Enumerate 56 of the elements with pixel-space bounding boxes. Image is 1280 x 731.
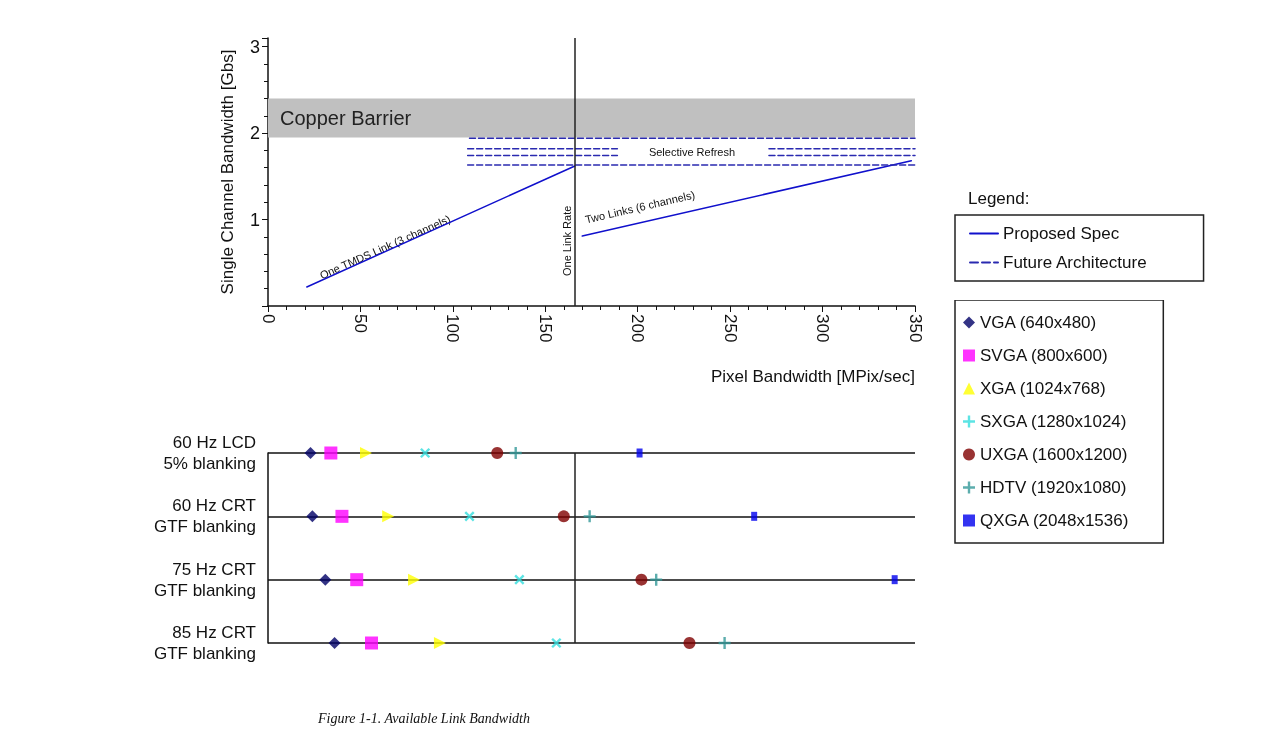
point xyxy=(891,575,898,585)
point xyxy=(650,573,663,586)
y-tick-label: 3 xyxy=(249,36,260,57)
y-tick-label: 60 Hz CRT GTF blanking xyxy=(153,496,256,537)
legend-label: SXGA (1280x1024) xyxy=(980,412,1127,431)
x-tick-label: 100 xyxy=(443,314,463,343)
point xyxy=(335,509,349,523)
point xyxy=(304,447,317,459)
point xyxy=(382,510,395,523)
point xyxy=(324,446,338,460)
x-tick-label: 150 xyxy=(535,314,555,343)
point xyxy=(306,510,319,523)
point xyxy=(718,637,731,649)
x-tick-label: 200 xyxy=(628,314,648,343)
point xyxy=(408,573,421,586)
ref-line-label: One Link Rate xyxy=(561,205,574,276)
y-axis-title: Single Channel Bandwidth [Gbs] xyxy=(218,49,237,295)
x-tick-label: 50 xyxy=(350,314,370,333)
point xyxy=(551,637,562,649)
point xyxy=(350,573,364,587)
y-tick-label: 1 xyxy=(249,209,260,230)
point xyxy=(683,637,696,649)
legend-label: Future Architecture xyxy=(1003,253,1147,272)
band-label: Copper Barrier xyxy=(280,106,412,129)
x-tick-label: 350 xyxy=(905,314,925,343)
legend-label: Proposed Spec xyxy=(1003,224,1120,243)
point xyxy=(491,447,504,459)
x-axis-title: Pixel Bandwidth [MPix/sec] xyxy=(710,367,915,386)
y-tick-label: 75 Hz CRT GTF blanking xyxy=(153,559,256,600)
annotation: Selective Refresh xyxy=(648,146,736,158)
caption: Figure 1-1. Available Link Bandwidth xyxy=(317,710,530,726)
point xyxy=(433,637,446,649)
point xyxy=(328,637,341,649)
legend-label: HDTV (1920x1080) xyxy=(980,478,1127,497)
y-tick-label: 85 Hz CRT GTF blanking xyxy=(153,623,256,663)
point xyxy=(359,447,372,459)
x-tick-label: 0 xyxy=(258,314,278,324)
point xyxy=(583,510,596,523)
point xyxy=(420,447,431,459)
legend-title: Legend: xyxy=(968,189,1030,208)
point xyxy=(557,510,570,523)
x-tick-label: 300 xyxy=(813,314,833,343)
legend-label: SVGA (800x600) xyxy=(980,346,1108,365)
point xyxy=(365,636,379,650)
legend-label: UXGA (1600x1200) xyxy=(980,445,1128,464)
point xyxy=(635,573,648,586)
annotation: Two Links (6 channels) xyxy=(583,188,697,226)
y-tick-label: 2 xyxy=(249,123,260,144)
legend-label: XGA (1024x768) xyxy=(980,379,1106,398)
point xyxy=(319,573,332,586)
point xyxy=(636,448,643,458)
x-tick-label: 250 xyxy=(720,314,740,343)
legend-label: QXGA (2048x1536) xyxy=(980,511,1129,530)
y-tick-label: 60 Hz LCD 5% blanking xyxy=(163,433,256,473)
point xyxy=(751,511,758,521)
legend-label: VGA (640x480) xyxy=(980,313,1097,332)
